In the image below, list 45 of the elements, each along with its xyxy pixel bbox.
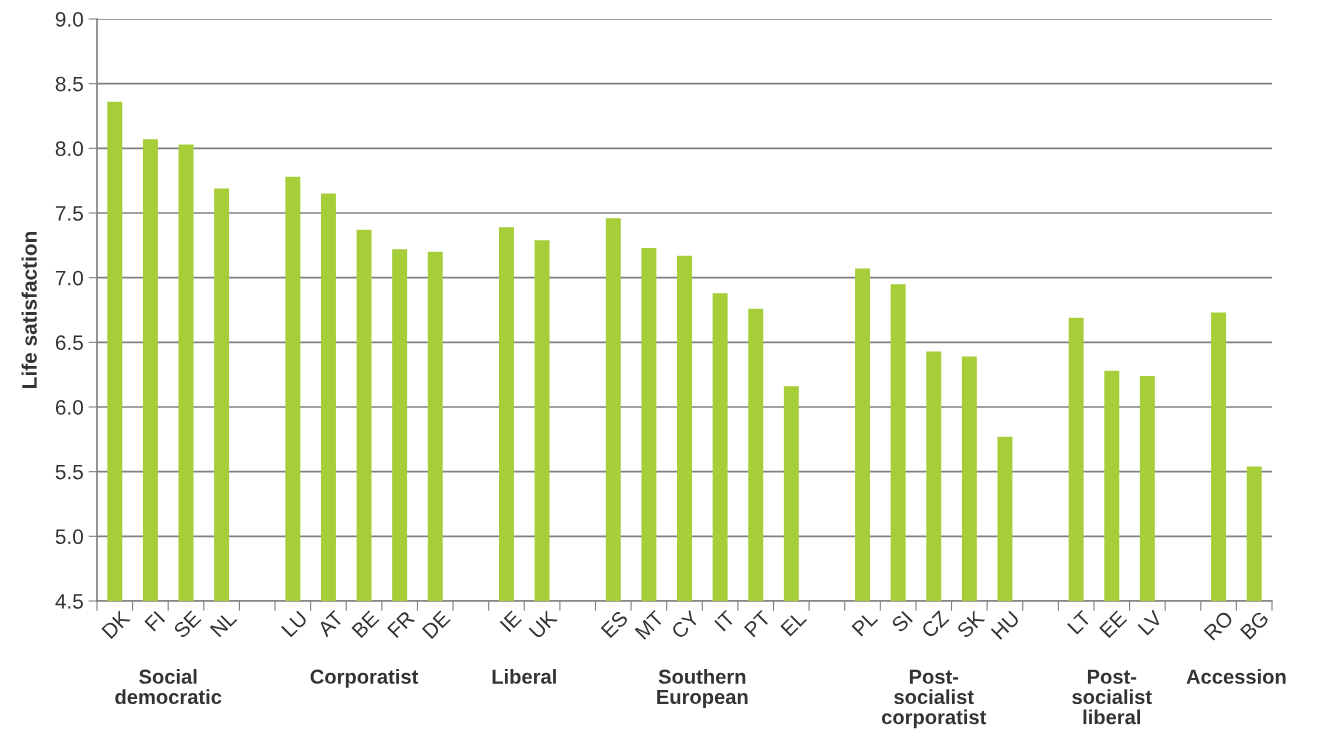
text: Southern European (657, 669, 748, 709)
text: Accession (1186, 669, 1286, 684)
x-tick-label: PL (851, 610, 879, 637)
x-tick-label: BE (351, 610, 380, 639)
x-tick-label: LT (1067, 609, 1092, 635)
text: Post- socialist corporatist (881, 669, 987, 729)
x-tick-label: IT (714, 609, 736, 632)
y-tick-label: 6.5 (55, 335, 83, 351)
y-tick-label: 7.5 (55, 206, 83, 221)
x-tick-label: SI (890, 610, 913, 634)
y-tick-label: 8.5 (55, 76, 83, 92)
x-tick-label: AT (316, 609, 345, 638)
x-tick-label: MT (634, 609, 665, 640)
y-tick-label: 8.0 (55, 141, 83, 157)
y-tick-label: 4.5 (55, 594, 83, 609)
x-tick-label: CY (670, 609, 701, 640)
y-tick-label: 9.0 (55, 12, 83, 27)
x-tick-label: CZ (920, 609, 950, 639)
y-tick-label: 5.0 (55, 529, 83, 545)
x-tick-label: EE (1099, 610, 1128, 639)
x-tick-label: BG (1239, 610, 1270, 640)
x-tick-label: SE (172, 610, 202, 639)
x-tick-label: FR (387, 610, 415, 639)
x-tick-label: LV (1137, 609, 1164, 636)
y-axis-title: Life satisfaction (21, 231, 37, 388)
x-tick-label: DK (101, 609, 131, 639)
x-tick-label: FI (144, 610, 166, 632)
x-tick-label: NL (209, 610, 238, 638)
y-tick-label: 7.0 (55, 270, 83, 286)
x-tick-label: HU (990, 610, 1020, 640)
x-tick-label: EL (780, 610, 807, 637)
x-tick-label: ES (600, 610, 629, 639)
x-tick-label: LU (281, 610, 308, 638)
y-tick-label: 5.5 (55, 464, 83, 480)
x-tick-label: UK (528, 609, 559, 640)
text: Social democratic (115, 669, 222, 705)
text: Corporatist (310, 669, 419, 688)
text: Post- socialist liberal (1072, 669, 1152, 725)
x-tick-label: SK (956, 609, 986, 639)
text: Liberal (492, 669, 556, 684)
x-tick-label: PT (743, 609, 772, 638)
x-tick-label: RO (1203, 610, 1235, 641)
x-tick-label: IE (499, 610, 522, 633)
x-tick-label: DE (421, 610, 451, 639)
y-tick-label: 6.0 (55, 400, 83, 415)
